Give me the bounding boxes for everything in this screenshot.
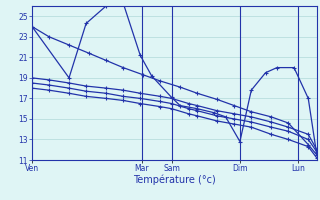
X-axis label: Température (°c): Température (°c) — [133, 175, 216, 185]
